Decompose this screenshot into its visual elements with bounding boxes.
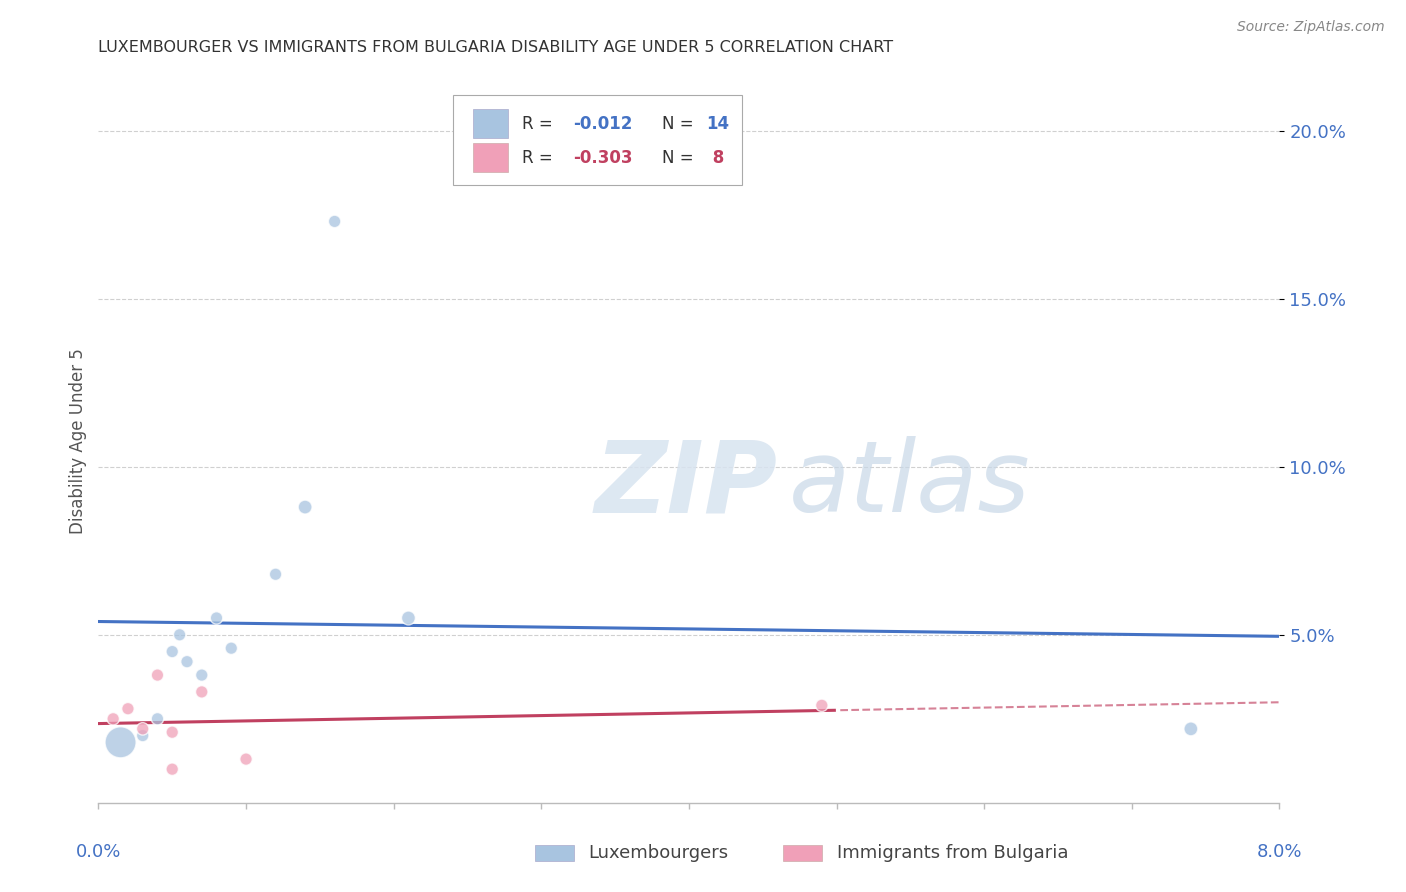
Y-axis label: Disability Age Under 5: Disability Age Under 5 [69, 349, 87, 534]
Text: ZIP: ZIP [595, 436, 778, 533]
Text: R =: R = [523, 115, 558, 133]
Point [221, 641, 243, 656]
Text: Source: ZipAtlas.com: Source: ZipAtlas.com [1237, 20, 1385, 34]
Text: 0.0%: 0.0% [76, 843, 121, 861]
Point [146, 668, 169, 682]
Point [191, 685, 214, 699]
Point [132, 729, 155, 743]
Text: -0.303: -0.303 [574, 149, 633, 167]
Point [294, 500, 316, 514]
Point [103, 712, 125, 726]
Point [162, 644, 183, 658]
Point [264, 567, 287, 582]
Text: -0.012: -0.012 [574, 115, 633, 133]
Text: atlas: atlas [789, 436, 1031, 533]
Point [1180, 722, 1202, 736]
Text: N =: N = [662, 149, 699, 167]
Point [191, 668, 214, 682]
Bar [472, 109, 508, 138]
Point [110, 735, 132, 749]
Text: LUXEMBOURGER VS IMMIGRANTS FROM BULGARIA DISABILITY AGE UNDER 5 CORRELATION CHAR: LUXEMBOURGER VS IMMIGRANTS FROM BULGARIA… [98, 40, 894, 55]
Point [398, 611, 420, 625]
Point [176, 655, 198, 669]
Point [205, 611, 228, 625]
Point [162, 725, 183, 739]
Point [169, 628, 191, 642]
Text: Immigrants from Bulgaria: Immigrants from Bulgaria [837, 845, 1069, 863]
Text: Luxembourgers: Luxembourgers [589, 845, 728, 863]
Text: R =: R = [523, 149, 558, 167]
Bar [783, 846, 823, 862]
Text: 14: 14 [707, 115, 730, 133]
Bar [472, 143, 508, 172]
Point [323, 214, 346, 228]
Point [146, 712, 169, 726]
Point [235, 752, 257, 766]
Text: N =: N = [662, 115, 699, 133]
Bar [536, 846, 575, 862]
Text: 8.0%: 8.0% [1257, 843, 1302, 861]
Point [117, 702, 139, 716]
Point [132, 722, 155, 736]
FancyBboxPatch shape [453, 95, 742, 185]
Text: 8: 8 [707, 149, 724, 167]
Point [811, 698, 834, 713]
Point [162, 762, 183, 776]
